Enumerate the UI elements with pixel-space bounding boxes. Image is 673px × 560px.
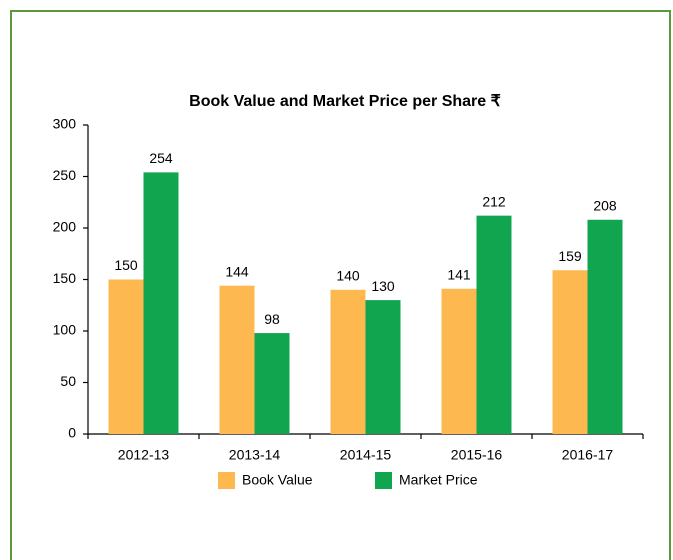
- y-tick-label: 250: [53, 167, 77, 183]
- y-tick-label: 300: [53, 116, 77, 132]
- bar: [441, 288, 477, 434]
- bar: [108, 279, 144, 434]
- bar: [330, 289, 366, 434]
- bar: [219, 285, 255, 434]
- y-tick-label: 150: [53, 270, 77, 286]
- x-tick-label: 2014-15: [340, 447, 392, 463]
- bar: [365, 300, 401, 434]
- data-label: 254: [149, 150, 173, 166]
- data-label: 130: [371, 278, 395, 294]
- data-label: 212: [482, 193, 506, 209]
- bar: [587, 219, 623, 434]
- frame: [10, 10, 671, 560]
- x-tick-label: 2013-14: [229, 447, 281, 463]
- data-label: 150: [114, 257, 138, 273]
- y-tick-label: 100: [53, 322, 77, 338]
- data-label: 159: [558, 248, 582, 264]
- bar: [552, 270, 588, 434]
- x-tick-label: 2012-13: [118, 447, 170, 463]
- y-tick-label: 0: [68, 425, 76, 441]
- legend-label: Market Price: [399, 472, 478, 488]
- bar: [476, 215, 512, 434]
- data-label: 144: [225, 263, 249, 279]
- chart-title: Book Value and Market Price per Share ₹: [189, 93, 501, 110]
- data-label: 140: [336, 268, 360, 284]
- data-label: 98: [264, 311, 280, 327]
- x-tick-label: 2016-17: [562, 447, 614, 463]
- bar: [254, 333, 290, 434]
- data-label: 141: [447, 266, 471, 282]
- legend-swatch: [218, 472, 235, 489]
- legend-swatch: [375, 472, 392, 489]
- data-label: 208: [593, 197, 617, 213]
- y-tick-label: 200: [53, 219, 77, 235]
- legend-label: Book Value: [242, 472, 313, 488]
- bar: [143, 172, 179, 434]
- y-tick-label: 50: [60, 373, 76, 389]
- x-tick-label: 2015-16: [451, 447, 503, 463]
